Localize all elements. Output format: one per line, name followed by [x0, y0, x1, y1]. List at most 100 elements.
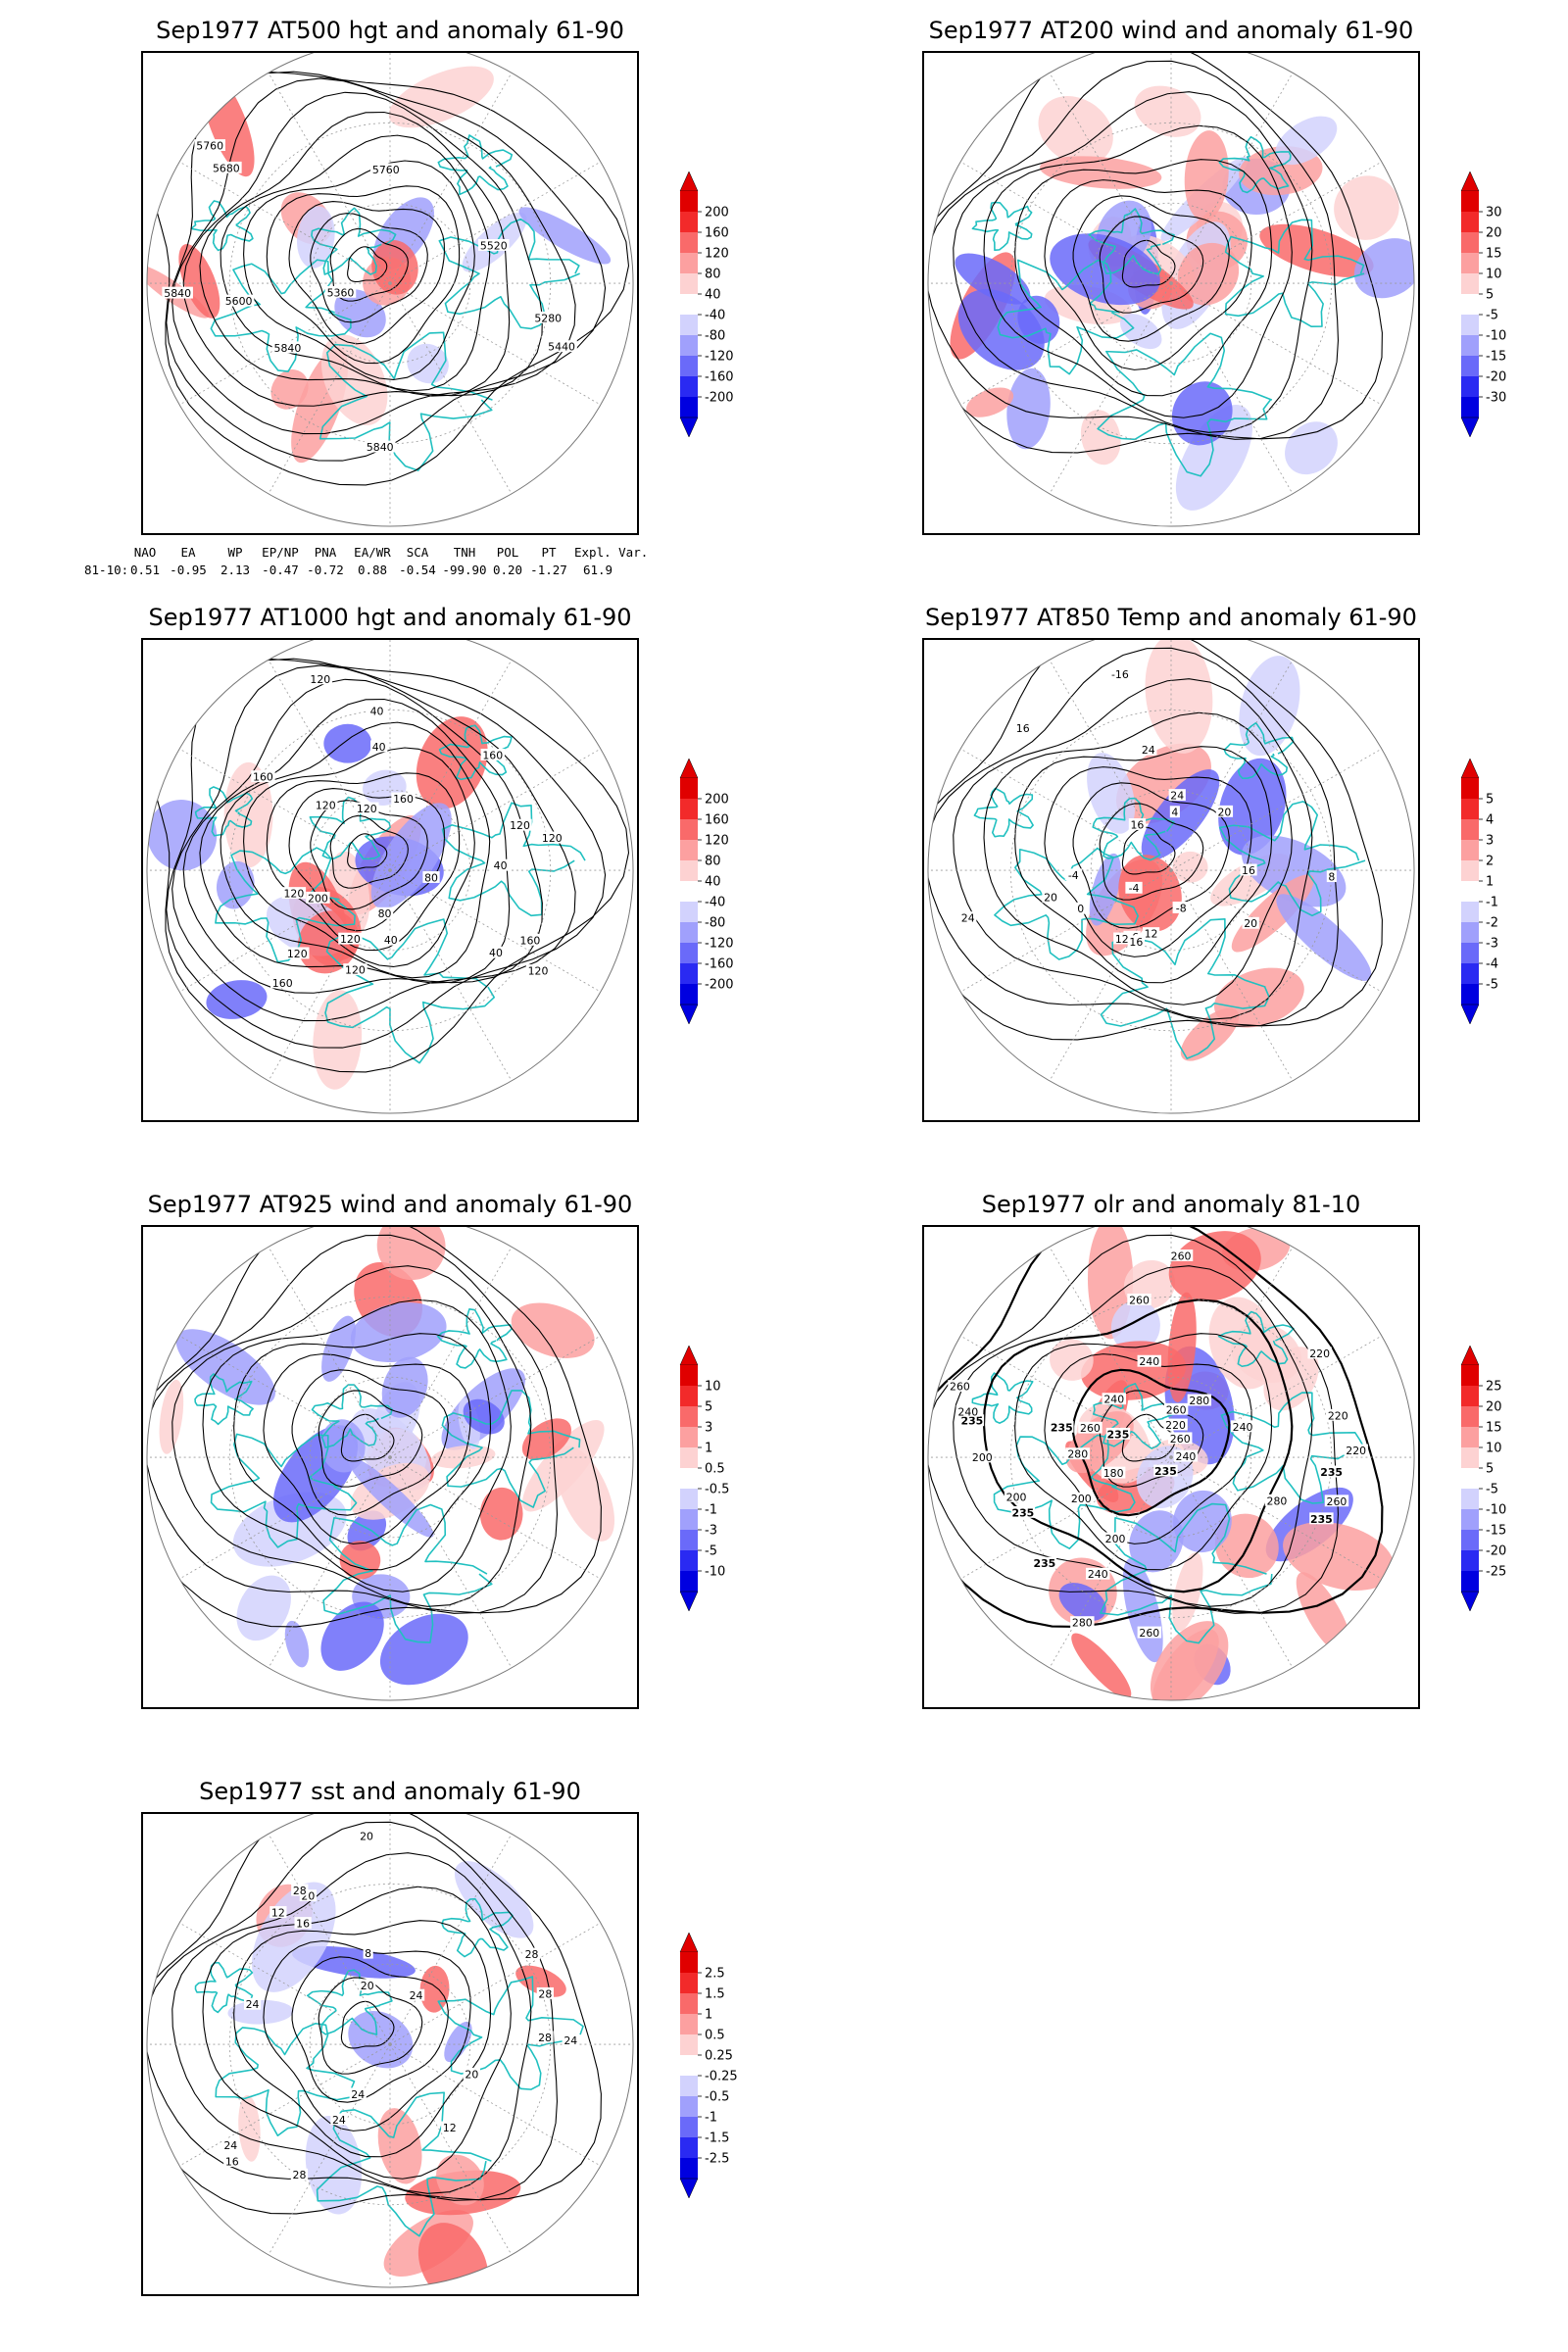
colorbar-segment — [1461, 860, 1479, 881]
index-name: EA/WR — [354, 545, 391, 560]
index-value: -0.95 — [170, 563, 207, 577]
contour-label-bg — [349, 2087, 367, 2100]
colorbar-segment — [680, 1993, 698, 2014]
contour-label: 280 — [1072, 1617, 1093, 1630]
positive-anomaly-area — [431, 1445, 496, 1469]
contour-label: 160 — [393, 793, 414, 806]
contour-label: 120 — [340, 933, 361, 946]
index-value: -1.27 — [530, 563, 567, 577]
contour-label: 5360 — [327, 286, 355, 299]
contour-label-bg — [308, 672, 333, 685]
colorbar-tick-label: -15 — [1486, 1524, 1506, 1539]
contour-label-bg — [1344, 1444, 1368, 1456]
contour-label: 24 — [564, 2034, 577, 2047]
landmass-outline — [194, 1373, 254, 1426]
colorbar-segment — [680, 335, 698, 356]
colorbar-tick-label: -2 — [1486, 916, 1498, 931]
contour-label-bg — [359, 1979, 376, 1991]
colorbar-segment — [1461, 840, 1479, 860]
contour-label: 24 — [351, 2088, 365, 2101]
contour-label: 235 — [1033, 1557, 1055, 1570]
contour-label-bg — [223, 2155, 241, 2168]
landmass-outline — [311, 207, 397, 275]
colorbar-tick-label: -25 — [1486, 1565, 1506, 1580]
meridian-line — [1170, 1247, 1294, 1458]
contour-lines — [927, 640, 1383, 1041]
map-panel-at500: 5840 5760 5280 5360 5440 5520 5600 5680 5760 5840… — [141, 51, 639, 535]
colorbar-segment — [680, 397, 698, 417]
landmass-outline — [316, 2091, 492, 2237]
colorbar-tick-label: -4 — [1486, 957, 1498, 972]
contour-label: 120 — [345, 964, 366, 977]
contour-label-bg — [291, 1884, 309, 1896]
negative-anomaly-area — [1089, 853, 1121, 926]
meridian-line — [1170, 660, 1294, 871]
colorbar-segment — [1461, 963, 1479, 984]
contour-line — [927, 640, 1383, 1041]
contour-label: 200 — [308, 892, 328, 905]
contour-line — [1044, 766, 1252, 957]
contour-label: 28 — [293, 1885, 307, 1897]
negative-anomaly-area — [236, 1575, 291, 1642]
lat-lon-grid — [146, 1814, 634, 2288]
colorbar-tick-label: -0.5 — [705, 2090, 729, 2105]
contour-label: 120 — [542, 832, 563, 845]
contour-line — [953, 678, 1313, 1020]
meridian-line — [268, 660, 391, 871]
streamline — [1014, 159, 1273, 397]
contour-label-bg — [290, 2168, 309, 2180]
contour-label: 24 — [223, 2139, 237, 2152]
contour-label-bg — [370, 163, 402, 175]
contour-label-bg — [959, 1414, 985, 1427]
negative-anomaly-area — [320, 1419, 366, 1473]
contour-label: -4 — [1129, 882, 1140, 895]
negative-anomaly-area — [305, 2116, 363, 2215]
contour-label: 16 — [1129, 936, 1143, 949]
positive-anomaly-area — [965, 387, 1014, 417]
index-value: -0.47 — [262, 563, 299, 577]
landmass-outline — [973, 787, 1034, 838]
contour-label-bg — [363, 1946, 373, 1959]
colorbar-segment — [1461, 881, 1479, 902]
contour-label: 260 — [1166, 1403, 1187, 1416]
positive-anomaly-area — [371, 240, 418, 295]
colorbar-segment — [1461, 376, 1479, 397]
colorbar-segment — [680, 212, 698, 232]
contour-label: 5440 — [548, 341, 575, 354]
contour-line — [1044, 1353, 1252, 1544]
colorbar-segment — [1461, 1447, 1479, 1468]
colorbar-tick-label: 120 — [705, 247, 729, 262]
streamline — [1121, 239, 1176, 288]
contour-lines — [927, 1227, 1384, 1629]
meridian-line — [179, 161, 391, 284]
contour-label: 5760 — [372, 164, 400, 176]
contour-line — [182, 678, 543, 994]
contour-line — [166, 71, 607, 462]
landmass-outline — [1100, 1502, 1273, 1644]
colorbar-segment — [1461, 232, 1479, 253]
contour-label-bg — [1102, 1393, 1126, 1405]
positive-anomaly-area — [313, 990, 363, 1090]
contour-line — [982, 1298, 1294, 1593]
contour-label: 235 — [1154, 1465, 1177, 1478]
contour-label: 8 — [1328, 871, 1335, 884]
contour-label-bg — [251, 770, 275, 783]
contour-label: 260 — [1170, 1433, 1191, 1446]
colorbar-segment — [1461, 1427, 1479, 1447]
colorbar-tick-label: 30 — [1486, 206, 1502, 220]
contour-label-bg — [1169, 806, 1180, 818]
contour-label: 20 — [1044, 892, 1057, 905]
meridian-line — [960, 748, 1172, 871]
meridian-line — [268, 282, 391, 495]
colorbar-segment — [1461, 356, 1479, 376]
contour-line — [1099, 803, 1204, 901]
meridian-line — [389, 2043, 601, 2167]
colorbar-segment — [1461, 1365, 1479, 1386]
contour-label: 40 — [370, 706, 384, 718]
contour-label-bg — [540, 831, 564, 844]
contour-label: 28 — [293, 2169, 307, 2181]
positive-anomaly-area — [1230, 1323, 1301, 1383]
contour-label-bg — [1107, 667, 1133, 680]
contour-label-bg — [487, 946, 505, 958]
colorbar-segment — [1461, 984, 1479, 1004]
